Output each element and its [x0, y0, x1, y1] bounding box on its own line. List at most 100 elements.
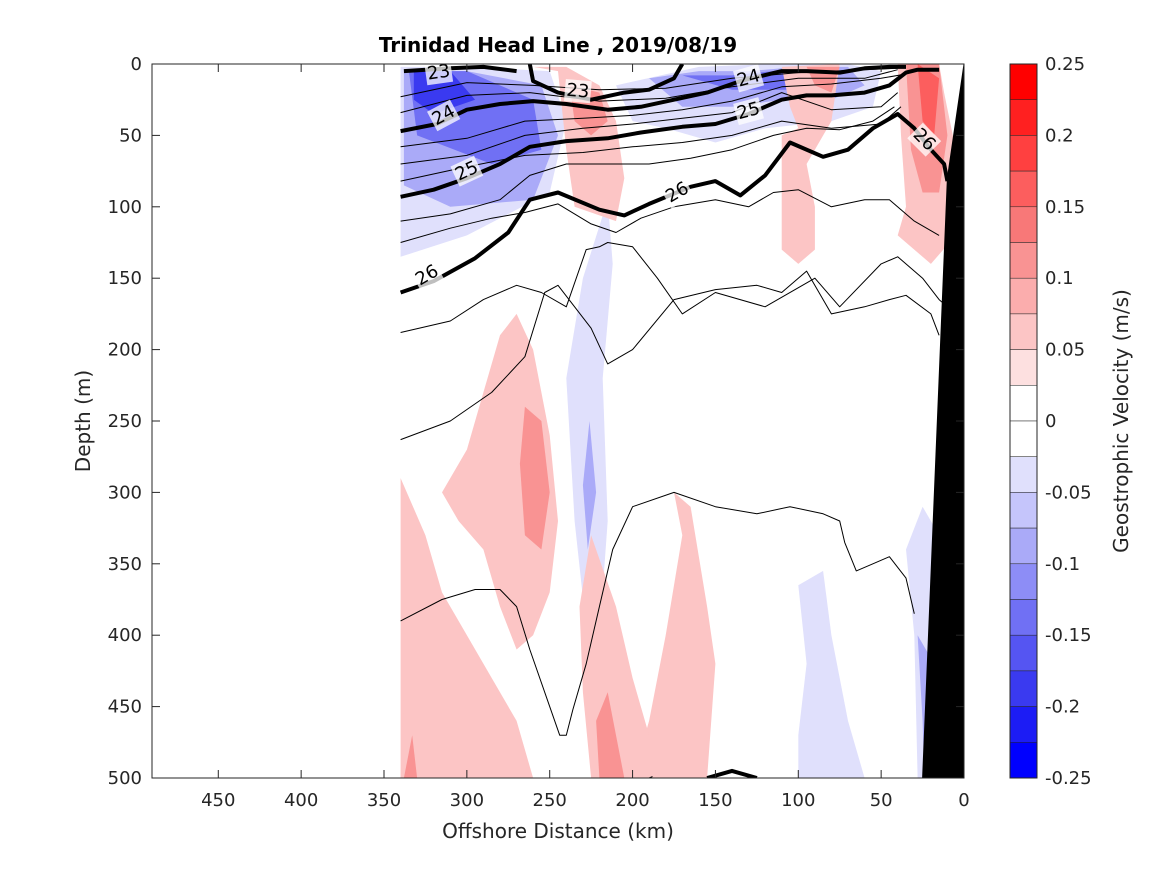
contour-label-text: 23	[426, 61, 452, 85]
colorbar-swatch	[1009, 242, 1038, 279]
plot-area	[152, 64, 964, 778]
x-tick-label: 350	[367, 790, 401, 811]
contour-label-bg	[563, 79, 592, 104]
y-tick-label: 500	[108, 768, 142, 789]
colorbar-swatch	[1009, 563, 1038, 600]
contour-label-bg	[410, 259, 444, 292]
x-axis-label: Offshore Distance (km)	[442, 819, 674, 843]
x-tick-label: 50	[870, 790, 893, 811]
velocity-region	[442, 313, 558, 650]
colorbar-swatch	[1009, 420, 1038, 457]
colorbar-swatch	[1009, 599, 1038, 636]
y-tick-label: 200	[108, 340, 142, 361]
colorbar-swatch	[1009, 385, 1038, 422]
colorbar-tick-label: -0.15	[1045, 625, 1092, 646]
contour-label-bg	[450, 155, 484, 187]
y-axis-label: Depth (m)	[71, 370, 95, 472]
colorbar-swatch	[1009, 634, 1038, 672]
density-contour	[400, 491, 915, 736]
velocity-region	[566, 199, 613, 636]
contour-label-bg	[660, 176, 695, 209]
velocity-region	[582, 421, 597, 550]
colorbar-swatch	[1009, 99, 1038, 136]
colorbar-swatch	[1009, 492, 1038, 529]
x-tick-label: 400	[284, 790, 318, 811]
velocity-region	[632, 492, 716, 778]
contour-label-text: 23	[566, 80, 591, 103]
density-contour	[400, 106, 895, 222]
y-tick-label: 300	[108, 482, 142, 503]
density-contour	[400, 69, 898, 114]
x-tick-label: 150	[698, 790, 732, 811]
colorbar-swatch	[1009, 670, 1038, 707]
colorbar-label: Geostrophic Velocity (m/s)	[1109, 289, 1133, 553]
y-tick-label: 50	[119, 125, 142, 146]
colorbar-swatch	[1009, 742, 1038, 779]
density-contour-bold	[527, 64, 685, 102]
contour-label-bg	[424, 59, 454, 86]
y-axis-ticks: 0 50 100 150 200 250 300 350 400 450 500	[108, 54, 964, 789]
velocity-region	[917, 64, 940, 136]
colorbar-swatch	[1009, 170, 1038, 208]
colorbar-frame	[1009, 63, 1038, 779]
colorbar-swatch	[1009, 527, 1038, 565]
y-tick-label: 400	[108, 625, 142, 646]
velocity-region	[798, 570, 865, 778]
density-contour	[400, 189, 940, 243]
velocity-region	[519, 406, 550, 550]
density-contour-bold	[400, 64, 906, 134]
velocity-region	[596, 692, 625, 778]
colorbar-swatch	[1009, 349, 1038, 386]
velocity-region	[579, 535, 650, 778]
colorbar-tick-label: -0.1	[1045, 554, 1080, 575]
contour-label: 23	[563, 79, 592, 104]
density-contour-bold	[399, 112, 950, 295]
colorbar-tick-label: -0.2	[1045, 697, 1080, 718]
x-tick-label: 450	[201, 790, 235, 811]
contour-label-bg	[427, 99, 461, 132]
colorbar-tick-label: 0	[1045, 411, 1056, 432]
density-contours	[399, 64, 950, 778]
contour-label-bg	[733, 64, 765, 93]
colorbar-swatch	[1009, 277, 1038, 315]
contour-label: 23	[424, 59, 454, 86]
colorbar-tick-label: 0.15	[1045, 197, 1085, 218]
velocity-region	[400, 478, 534, 778]
colorbar-tick-label: 0.1	[1045, 268, 1074, 289]
density-contour	[400, 270, 940, 441]
y-tick-label: 150	[108, 268, 142, 289]
density-contour	[400, 92, 899, 165]
x-tick-label: 100	[781, 790, 815, 811]
colorbar-swatch	[1009, 63, 1038, 100]
density-contour	[400, 73, 907, 148]
density-contour	[400, 242, 948, 333]
colorbar: 0.25 0.2 0.15 0.1 0.05 0 -0.05 -0.1 -0.15 -0.2 -0.…	[1009, 54, 1092, 789]
colorbar-tick-label: 0.25	[1045, 54, 1085, 75]
y-tick-label: 350	[108, 554, 142, 575]
colorbar-swatch	[1009, 313, 1038, 350]
contour-label-bg	[907, 122, 942, 157]
colorbar-swatch	[1009, 135, 1038, 172]
y-tick-label: 100	[108, 197, 142, 218]
velocity-region	[403, 735, 418, 778]
x-tick-label: 300	[450, 790, 484, 811]
bathymetry	[922, 64, 964, 778]
velocity-region	[781, 64, 840, 264]
x-tick-label: 200	[615, 790, 649, 811]
contour-label-bg	[733, 97, 764, 126]
contour-label: 25	[450, 155, 484, 187]
density-contour-bold	[400, 67, 940, 199]
y-tick-label: 250	[108, 411, 142, 432]
colorbar-tick-label: 0.05	[1045, 340, 1085, 361]
colorbar-swatch	[1009, 706, 1038, 743]
colorbar-tick-label: 0.2	[1045, 125, 1074, 146]
colorbar-swatch	[1009, 206, 1038, 243]
contour-label: 25	[733, 97, 764, 126]
y-tick-label: 0	[131, 54, 142, 75]
x-tick-label: 250	[533, 790, 567, 811]
x-axis-ticks: 450 400 350 300 250 200 150 100 50 0	[201, 64, 970, 811]
chart-title: Trinidad Head Line , 2019/08/19	[379, 33, 737, 57]
velocity-region	[400, 692, 421, 778]
colorbar-tick-label: -0.05	[1045, 482, 1092, 503]
